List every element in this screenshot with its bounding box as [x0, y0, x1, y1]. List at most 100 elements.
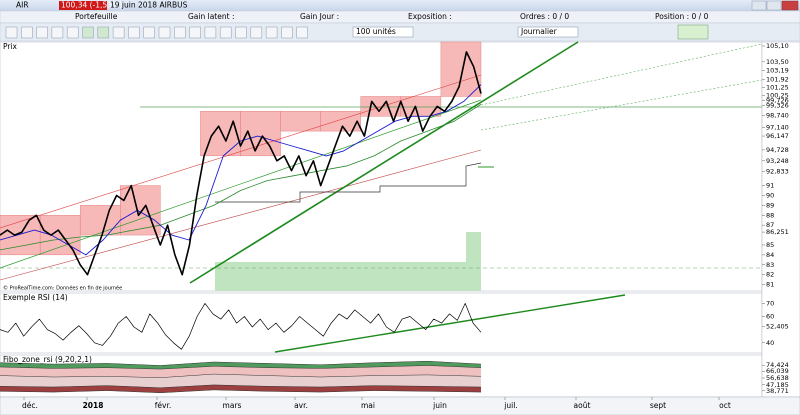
tool-icon[interactable] — [143, 26, 155, 39]
portfolio-menu[interactable]: Portefeuille — [75, 12, 118, 21]
date-name: 19 juin 2018 AIRBUS — [110, 1, 188, 10]
fibo-line — [0, 384, 482, 389]
day-gain-menu[interactable]: Gain Jour : — [300, 12, 339, 21]
support-area — [215, 262, 481, 291]
y-tick-label: 38,771 — [766, 387, 789, 395]
y-tick-label: 81 — [766, 281, 774, 289]
y-tick-label: 74,424 — [766, 361, 789, 369]
fibo-line — [0, 365, 482, 370]
pane-label: Prix — [3, 42, 18, 51]
band-segment — [79, 205, 121, 236]
quantity-select[interactable] — [352, 26, 414, 38]
y-tick-label: 92,833 — [766, 168, 789, 176]
y-tick-label: 105,10 — [766, 42, 789, 50]
y-tick-label: 60 — [766, 313, 774, 321]
x-tick-label: 2018 — [83, 401, 104, 410]
price-layer — [0, 41, 763, 291]
fibo-layer — [0, 360, 482, 394]
rsi-layer — [0, 294, 626, 353]
orders[interactable]: Ordres : 0 / 0 — [520, 12, 569, 21]
close-button[interactable] — [781, 0, 799, 11]
tool-icon[interactable] — [21, 26, 33, 39]
tool-icon[interactable] — [128, 26, 140, 39]
y-tick-label: 103,50 — [766, 58, 789, 66]
y-tick-label: 52,405 — [766, 322, 789, 330]
tool-icon[interactable] — [158, 26, 171, 39]
tool-icon[interactable] — [235, 26, 247, 39]
tool-icon[interactable] — [36, 26, 48, 39]
y-tick-label: 40 — [766, 339, 774, 347]
tool-icon[interactable] — [189, 26, 201, 39]
position[interactable]: Position : 0 / 0 — [655, 12, 709, 21]
tool-icon[interactable] — [112, 26, 125, 39]
y-tick-label: 100,25 — [766, 91, 789, 99]
price-pane — [0, 41, 763, 292]
x-tick-label: mars — [223, 401, 242, 410]
y-tick-label: 82 — [766, 271, 774, 279]
exposure-menu[interactable]: Exposition : — [408, 12, 452, 21]
tool-icon[interactable] — [250, 26, 263, 39]
fibo-zone — [0, 365, 481, 378]
stop-line — [215, 162, 482, 203]
x-tick-label: juin — [432, 401, 447, 410]
unrealized-menu[interactable]: Gain latent : — [188, 12, 234, 21]
y-tick-label: 86,251 — [766, 228, 789, 236]
fibo-line — [0, 389, 482, 394]
x-tick-label: févr. — [155, 401, 171, 410]
x-tick-label: avr. — [294, 401, 308, 410]
title-bar — [0, 0, 800, 11]
tool-icon[interactable] — [219, 26, 232, 39]
maximize-button[interactable] — [766, 0, 782, 11]
x-tick-label: juil. — [503, 401, 517, 410]
trend-line — [0, 99, 482, 269]
y-tick-label: 99,726 — [766, 96, 789, 104]
y-tick-label: 99,326 — [766, 101, 789, 109]
tool-icon[interactable] — [5, 26, 18, 39]
x-tick-label: oct — [719, 401, 731, 410]
y-tick-label: 47,185 — [766, 381, 789, 389]
y-tick-label: 87 — [766, 221, 774, 229]
tool-icon[interactable] — [51, 26, 64, 39]
ma-fast-line — [0, 84, 482, 256]
tool-icon[interactable] — [97, 26, 110, 39]
tool-icon[interactable] — [174, 26, 186, 39]
symbol: AIR — [16, 1, 29, 10]
minimize-button[interactable] — [751, 0, 767, 11]
y-tick-label: 66,039 — [766, 367, 789, 375]
y-tick-label: 96,147 — [766, 132, 789, 140]
y-tick-label: 83 — [766, 261, 774, 269]
y-tick-label: 93,248 — [766, 157, 789, 165]
channel-line — [0, 149, 482, 281]
tool-icon[interactable] — [66, 26, 79, 39]
quote: 100,34 (-1,53%) — [61, 1, 122, 10]
tool-icon[interactable] — [82, 26, 94, 39]
y-tick-label: 85 — [766, 241, 774, 249]
x-tick-label: août — [574, 401, 591, 410]
y-tick-label: 103,19 — [766, 67, 789, 75]
quantity: 100 unités — [356, 27, 396, 36]
band-segment — [320, 111, 361, 132]
support-area — [466, 232, 481, 262]
close-line — [0, 51, 482, 276]
tool-icon[interactable] — [296, 26, 308, 39]
rsi-pane — [0, 292, 763, 354]
fibo-zone — [0, 374, 481, 388]
tool-icon[interactable] — [204, 26, 217, 39]
ma-slow-line — [0, 104, 482, 251]
y-tick-label: 101,92 — [766, 76, 789, 84]
projection-line — [480, 79, 763, 131]
footer-note: © ProRealTime.com: Données en fin de jou… — [3, 285, 122, 292]
y-tick-label: 94,728 — [766, 146, 789, 154]
time-axis — [0, 396, 800, 415]
tool-icons — [5, 26, 308, 39]
fibo-line — [0, 360, 482, 366]
tool-icon[interactable] — [281, 26, 293, 39]
y-tick-label: 91 — [766, 182, 774, 190]
chart-style-button[interactable] — [677, 24, 709, 40]
x-tick-label: mai — [361, 401, 375, 410]
fibo-line — [0, 373, 482, 378]
quote-box — [59, 1, 107, 10]
tool-icon[interactable] — [265, 26, 278, 39]
period-select[interactable] — [517, 26, 579, 38]
y-tick-label: 101,25 — [766, 84, 789, 92]
